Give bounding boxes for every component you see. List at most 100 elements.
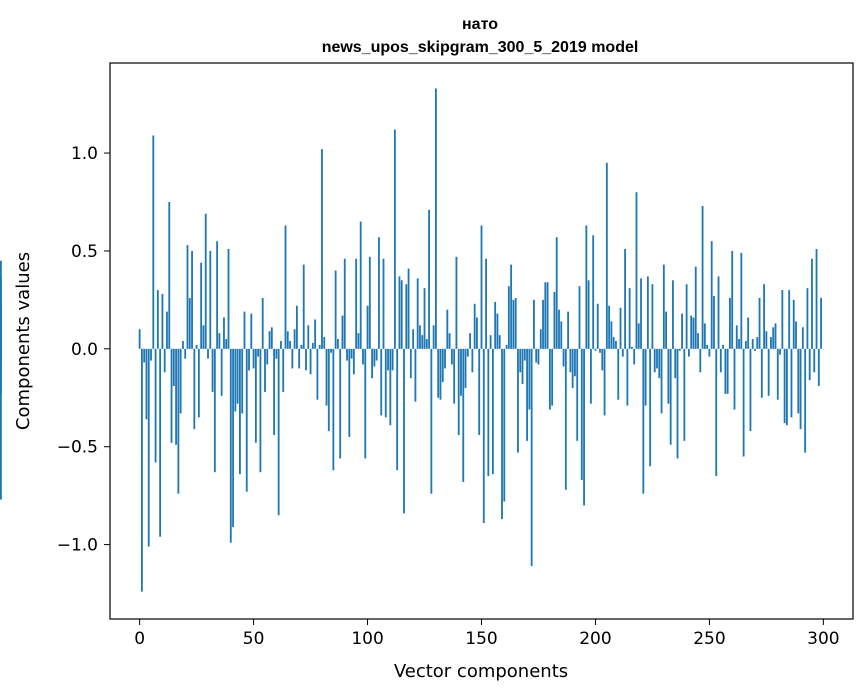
bar-49 — [250, 313, 253, 349]
bar-148 — [476, 317, 478, 349]
bar-181 — [551, 348, 554, 406]
bar-277 — [770, 337, 772, 349]
bar-48 — [248, 348, 250, 371]
bar-216 — [631, 346, 633, 349]
bar-79 — [318, 344, 321, 349]
bar-194 — [580, 348, 583, 480]
bar-151 — [482, 348, 485, 524]
bar-51 — [254, 348, 257, 443]
bar-54 — [261, 297, 264, 349]
x-tick-label: 250 — [693, 629, 725, 649]
bar-237 — [678, 348, 681, 351]
bar-96 — [357, 333, 360, 349]
bar-68 — [293, 329, 296, 349]
x-axis-ticks: 0 50 100 150 200 250 300 — [134, 619, 840, 649]
bar-undefined — [0, 260, 2, 349]
bar-108 — [384, 348, 387, 418]
bar-11 — [163, 348, 166, 373]
bar-221 — [642, 348, 645, 494]
bar-164 — [512, 299, 515, 349]
bar-116 — [403, 348, 405, 514]
bar-59 — [273, 348, 276, 435]
bar-168 — [521, 348, 524, 385]
bar-172 — [530, 348, 533, 567]
x-tick-label: 300 — [807, 629, 839, 649]
y-tick-label: 1.0 — [71, 144, 98, 164]
bar-207 — [610, 321, 613, 349]
bar-86 — [334, 270, 337, 349]
bar-291 — [801, 327, 804, 349]
bar-261 — [733, 348, 736, 410]
bar-219 — [637, 323, 640, 349]
bar-60 — [275, 348, 278, 359]
bar-192 — [576, 348, 579, 441]
bar-248 — [703, 323, 706, 349]
bar-85 — [332, 348, 335, 471]
bar-42 — [234, 348, 237, 412]
bar-282 — [781, 290, 784, 349]
y-tick-label: −0.5 — [57, 438, 98, 458]
bar-18 — [179, 348, 182, 414]
bar-274 — [763, 284, 766, 349]
bar-193 — [578, 286, 581, 349]
bar-197 — [587, 280, 590, 349]
bar-222 — [644, 348, 647, 406]
bar-31 — [209, 250, 212, 349]
bar-73 — [305, 348, 307, 371]
bar-279 — [774, 323, 777, 349]
bar-267 — [747, 317, 750, 349]
bar-122 — [416, 278, 419, 349]
bar-78 — [316, 348, 319, 400]
bar-77 — [314, 319, 317, 349]
bar-214 — [626, 348, 629, 406]
bar-174 — [535, 348, 538, 363]
bar-285 — [788, 290, 791, 349]
bar-238 — [681, 313, 683, 349]
bar-26 — [197, 348, 200, 418]
bar-297 — [815, 248, 818, 349]
bar-37 — [223, 317, 225, 349]
bar-266 — [744, 341, 747, 349]
bar-258 — [726, 348, 729, 394]
bar-9 — [159, 348, 162, 537]
bar-235 — [674, 348, 677, 379]
bar-127 — [428, 209, 430, 349]
bar-41 — [232, 348, 234, 527]
bar-259 — [729, 297, 731, 349]
bar-90 — [343, 258, 346, 349]
x-tick-label: 150 — [465, 629, 497, 649]
bar-119 — [409, 348, 412, 379]
bar-176 — [539, 329, 542, 349]
bar-152 — [485, 258, 487, 349]
bar-35 — [218, 333, 221, 349]
bar-93 — [350, 348, 353, 359]
bar-183 — [555, 237, 558, 349]
bar-242 — [690, 315, 693, 349]
bar-171 — [528, 348, 531, 410]
bar-154 — [489, 335, 492, 349]
bar-299 — [820, 297, 822, 349]
x-tick-label: 50 — [243, 629, 265, 649]
bar-128 — [430, 348, 433, 494]
bar-131 — [437, 348, 440, 398]
bar-234 — [672, 280, 674, 349]
bar-114 — [398, 276, 401, 349]
bar-244 — [694, 266, 697, 349]
bar-4 — [147, 348, 150, 547]
bar-7 — [154, 348, 157, 463]
bar-199 — [592, 235, 595, 349]
bar-161 — [505, 344, 508, 349]
bar-225 — [651, 284, 654, 349]
bar-129 — [432, 325, 435, 349]
bar-39 — [227, 248, 230, 349]
bar-206 — [608, 305, 611, 349]
bar-22 — [188, 297, 191, 349]
bar-69 — [295, 305, 298, 349]
bar-227 — [656, 348, 658, 369]
bar-249 — [706, 344, 709, 349]
bar-187 — [564, 348, 567, 490]
bar-296 — [813, 348, 816, 373]
bar-140 — [457, 348, 460, 435]
plot-frame — [109, 62, 854, 620]
